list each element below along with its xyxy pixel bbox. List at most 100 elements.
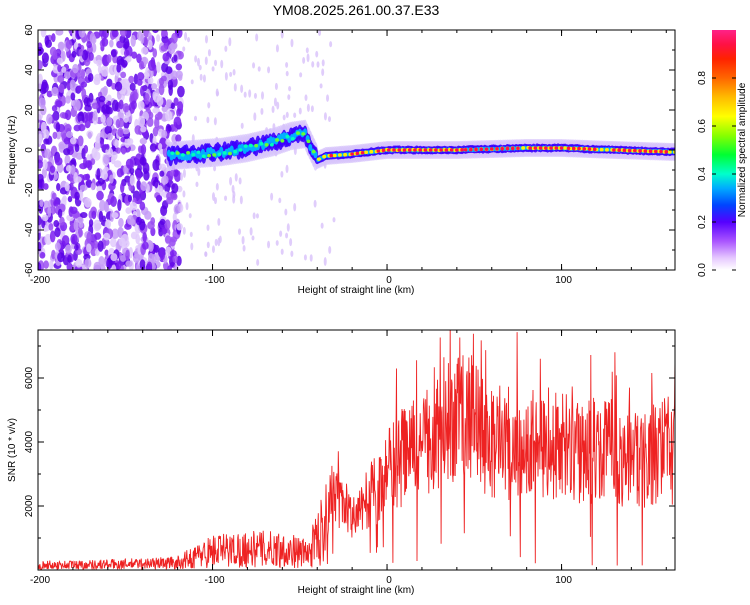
- spectrogram-x-axis-label: Height of straight line (km): [298, 285, 415, 296]
- noise-blob: [120, 233, 129, 244]
- noise-blob: [279, 230, 283, 237]
- noise-blob: [172, 212, 177, 222]
- noise-blob: [54, 227, 61, 238]
- noise-blob: [284, 208, 288, 216]
- noise-blob: [55, 129, 62, 140]
- noise-blob: [142, 241, 149, 250]
- ridge-peak: [654, 149, 658, 154]
- noise-blob: [159, 170, 165, 177]
- noise-blob: [87, 131, 92, 139]
- noise-blob: [257, 66, 261, 72]
- ridge-core: [599, 147, 604, 152]
- ridge-peak: [500, 146, 505, 151]
- noise-blob: [228, 37, 232, 47]
- noise-blob: [93, 240, 99, 249]
- noise-blob: [144, 93, 150, 105]
- ridge-peak: [444, 148, 449, 152]
- noise-blob: [119, 254, 127, 262]
- ridge-peak: [355, 151, 360, 156]
- noise-blob: [75, 258, 83, 268]
- noise-blob: [282, 114, 286, 121]
- noise-blob: [215, 183, 219, 191]
- noise-blob: [77, 227, 83, 238]
- y-tick-label: -40: [24, 222, 35, 237]
- noise-blob: [117, 127, 124, 137]
- snr-series-line: [38, 330, 675, 570]
- noise-blob: [77, 111, 85, 124]
- noise-blob: [184, 31, 188, 41]
- noise-blob: [260, 91, 264, 100]
- noise-blob: [310, 105, 314, 113]
- noise-blob: [298, 107, 302, 115]
- noise-blob: [83, 197, 92, 208]
- noise-blob: [149, 143, 158, 152]
- noise-blob: [287, 94, 291, 100]
- noise-blob: [252, 62, 256, 69]
- noise-blob: [285, 70, 289, 77]
- ridge-peak: [479, 147, 484, 152]
- noise-blob: [158, 77, 165, 86]
- noise-blob: [182, 168, 186, 178]
- noise-blob: [51, 86, 59, 97]
- noise-blob: [106, 54, 112, 63]
- noise-blob: [125, 207, 132, 214]
- noise-blob: [105, 219, 111, 229]
- ridge-peak: [376, 149, 381, 153]
- noise-blob: [54, 242, 61, 251]
- ridge-core: [296, 131, 301, 135]
- ridge-peak: [329, 153, 333, 158]
- noise-blob: [185, 202, 189, 211]
- ridge-peak: [643, 149, 648, 153]
- noise-blob: [148, 68, 154, 78]
- noise-blob: [103, 154, 110, 165]
- ridge-band: [308, 143, 313, 151]
- ridge-core: [201, 154, 206, 158]
- noise-blob: [74, 244, 79, 251]
- noise-blob: [171, 183, 179, 194]
- noise-blob: [211, 245, 215, 253]
- noise-blob: [158, 83, 165, 96]
- ridge-peak: [633, 148, 637, 153]
- noise-blob: [139, 137, 147, 145]
- noise-blob: [156, 61, 161, 73]
- noise-blob: [242, 245, 246, 252]
- noise-blob: [64, 124, 72, 133]
- ridge-peak: [407, 148, 412, 152]
- ridge-peak: [510, 146, 515, 151]
- ridge-core: [301, 132, 306, 136]
- noise-blob: [57, 64, 62, 73]
- colorbar-tick-label: 0.2: [697, 215, 708, 229]
- ridge-peak: [397, 148, 402, 152]
- ridge-core: [322, 154, 327, 159]
- noise-blob: [69, 182, 74, 191]
- noise-blob: [147, 39, 153, 50]
- noise-blob: [40, 30, 47, 38]
- noise-blob: [106, 257, 113, 270]
- ridge-core: [316, 157, 321, 161]
- noise-blob: [92, 110, 98, 121]
- noise-blob: [161, 30, 168, 38]
- noise-blob: [182, 46, 186, 52]
- ridge-core: [275, 138, 280, 142]
- noise-blob: [143, 170, 150, 181]
- ridge-band: [219, 146, 224, 154]
- noise-blob: [85, 160, 92, 169]
- ridge-peak: [386, 148, 391, 152]
- noise-blob: [256, 259, 260, 266]
- ridge-peak: [549, 146, 553, 150]
- ridge-core: [186, 150, 191, 155]
- noise-blob: [53, 220, 60, 228]
- noise-blob: [162, 52, 170, 62]
- noise-blob: [98, 210, 103, 223]
- noise-blob: [70, 92, 76, 101]
- noise-blob: [120, 59, 128, 68]
- snr-line-series: [38, 330, 675, 570]
- noise-blob: [143, 71, 150, 80]
- noise-blob: [105, 105, 111, 115]
- noise-blob: [84, 104, 92, 112]
- noise-blob: [86, 231, 92, 244]
- noise-blob: [166, 191, 174, 201]
- noise-blob: [169, 169, 175, 177]
- noise-blob: [164, 175, 169, 184]
- noise-blob: [211, 66, 215, 72]
